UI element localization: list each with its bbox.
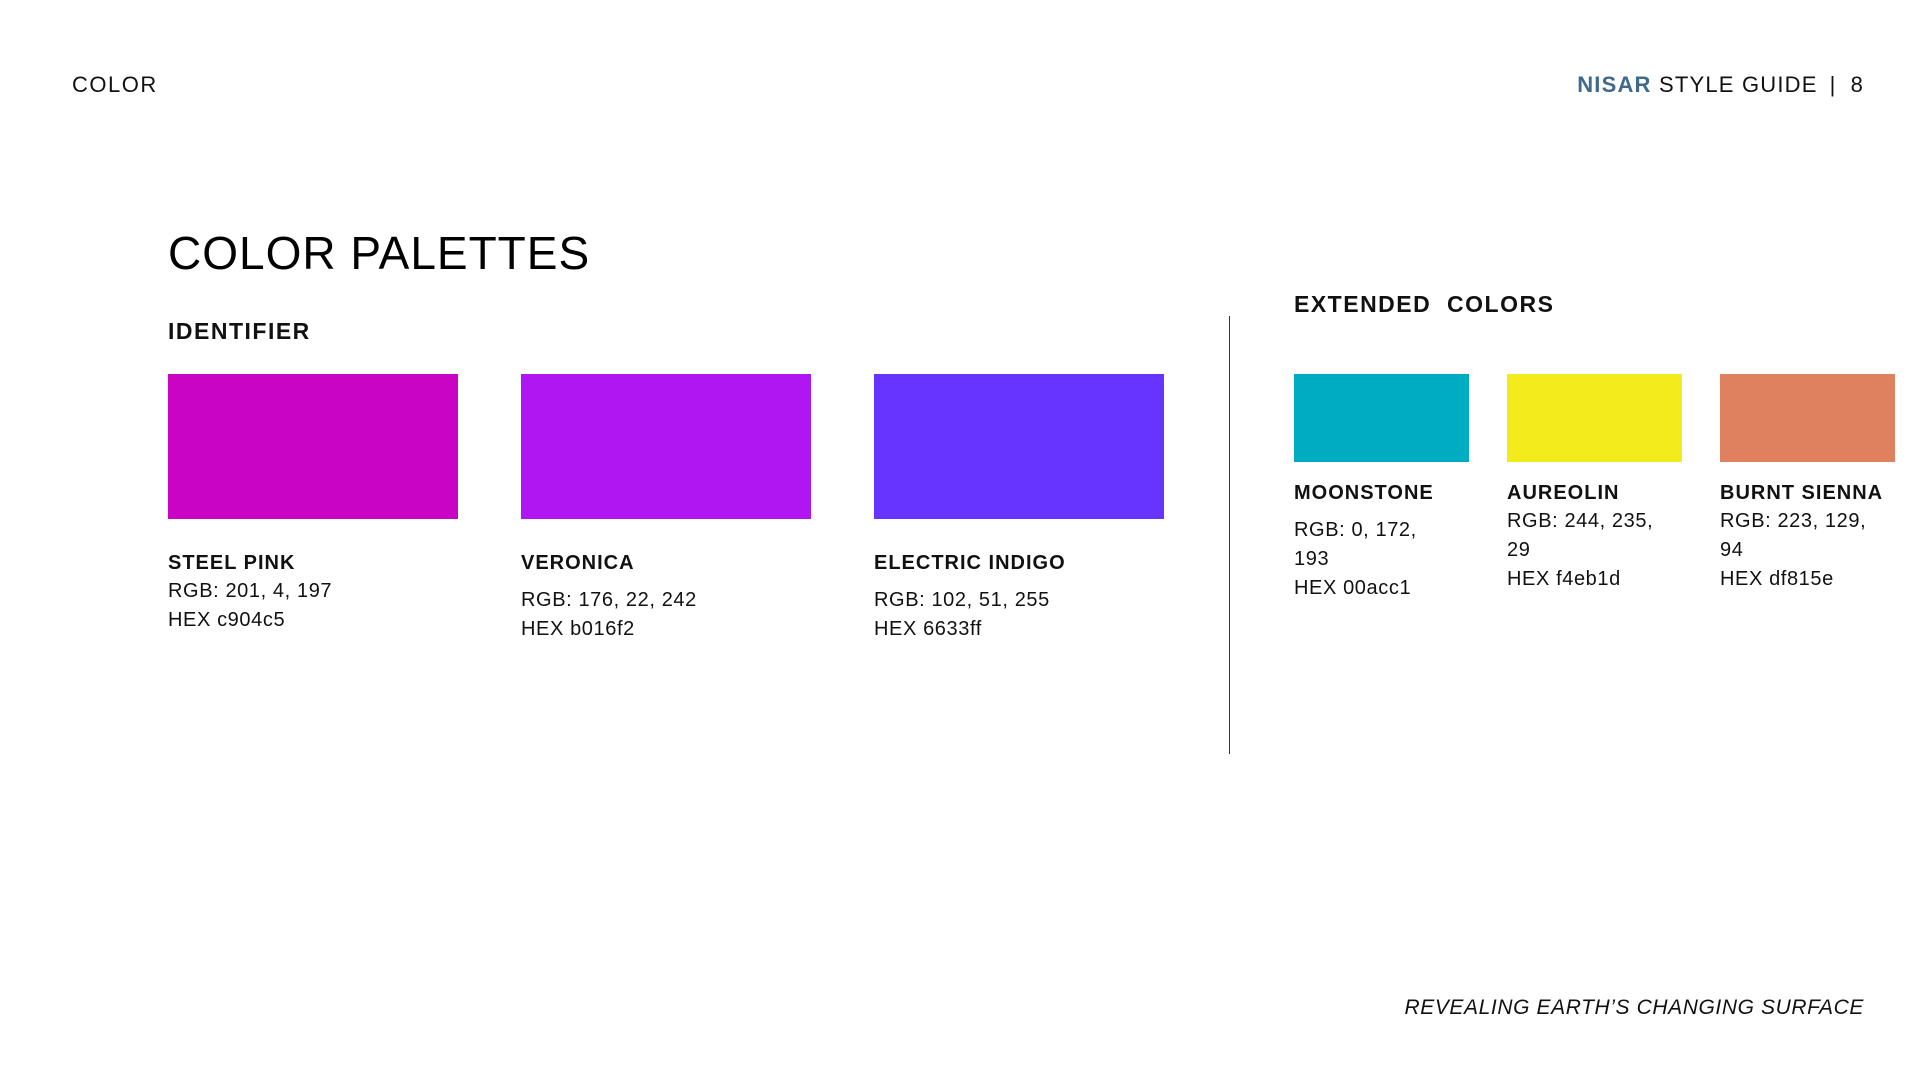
rgb-value: RGB: 223, 129, 94	[1720, 510, 1867, 561]
page-number: 8	[1850, 72, 1864, 97]
hex-value: HEX f4eb1d	[1507, 568, 1621, 590]
swatch-moonstone	[1294, 374, 1469, 462]
swatch-steel-pink	[168, 374, 458, 519]
rgb-value: RGB: 201, 4, 197	[168, 580, 333, 602]
swatch-veronica	[521, 374, 811, 519]
extended-colors-heading: EXTENDED COLORS	[1294, 291, 1555, 317]
rgb-value: RGB: 102, 51, 255	[874, 589, 1050, 611]
color-name-steel-pink: STEEL PINK	[168, 552, 296, 574]
swatch-electric-indigo	[874, 374, 1164, 519]
rgb-value: RGB: 0, 172, 193	[1294, 519, 1417, 570]
page-title: COLOR PALETTES	[168, 227, 591, 279]
footer-tagline: REVEALING EARTH’S CHANGING SURFACE	[1404, 996, 1864, 1019]
style-guide-header: NISAR STYLE GUIDE | 8	[1577, 72, 1864, 98]
section-label: COLOR	[72, 72, 158, 97]
header-separator: |	[1829, 72, 1837, 97]
color-name-veronica: VERONICA	[521, 552, 635, 574]
swatch-burnt-sienna	[1720, 374, 1895, 462]
color-name-burnt-sienna: BURNT SIENNA	[1720, 482, 1884, 504]
color-values-moonstone: RGB: 0, 172, 193 HEX 00acc1	[1294, 516, 1444, 603]
color-values-aureolin: RGB: 244, 235, 29 HEX f4eb1d	[1507, 507, 1657, 594]
hex-value: HEX b016f2	[521, 618, 635, 640]
rgb-value: RGB: 176, 22, 242	[521, 589, 697, 611]
guide-label: STYLE GUIDE	[1658, 72, 1818, 97]
color-values-burnt-sienna: RGB: 223, 129, 94 HEX df815e	[1720, 507, 1870, 594]
hex-value: HEX c904c5	[168, 609, 286, 631]
hex-value: HEX 6633ff	[874, 618, 982, 640]
identifier-heading: IDENTIFIER	[168, 318, 311, 344]
color-name-electric-indigo: ELECTRIC INDIGO	[874, 552, 1066, 574]
color-name-moonstone: MOONSTONE	[1294, 482, 1434, 504]
hex-value: HEX 00acc1	[1294, 577, 1412, 599]
section-divider	[1229, 316, 1230, 754]
swatch-aureolin	[1507, 374, 1682, 462]
color-values-veronica: RGB: 176, 22, 242 HEX b016f2	[521, 586, 697, 644]
color-values-steel-pink: RGB: 201, 4, 197 HEX c904c5	[168, 577, 332, 635]
hex-value: HEX df815e	[1720, 568, 1834, 590]
color-values-electric-indigo: RGB: 102, 51, 255 HEX 6633ff	[874, 586, 1050, 644]
brand-name: NISAR	[1577, 72, 1652, 97]
rgb-value: RGB: 244, 235, 29	[1507, 510, 1654, 561]
color-name-aureolin: AUREOLIN	[1507, 482, 1620, 504]
